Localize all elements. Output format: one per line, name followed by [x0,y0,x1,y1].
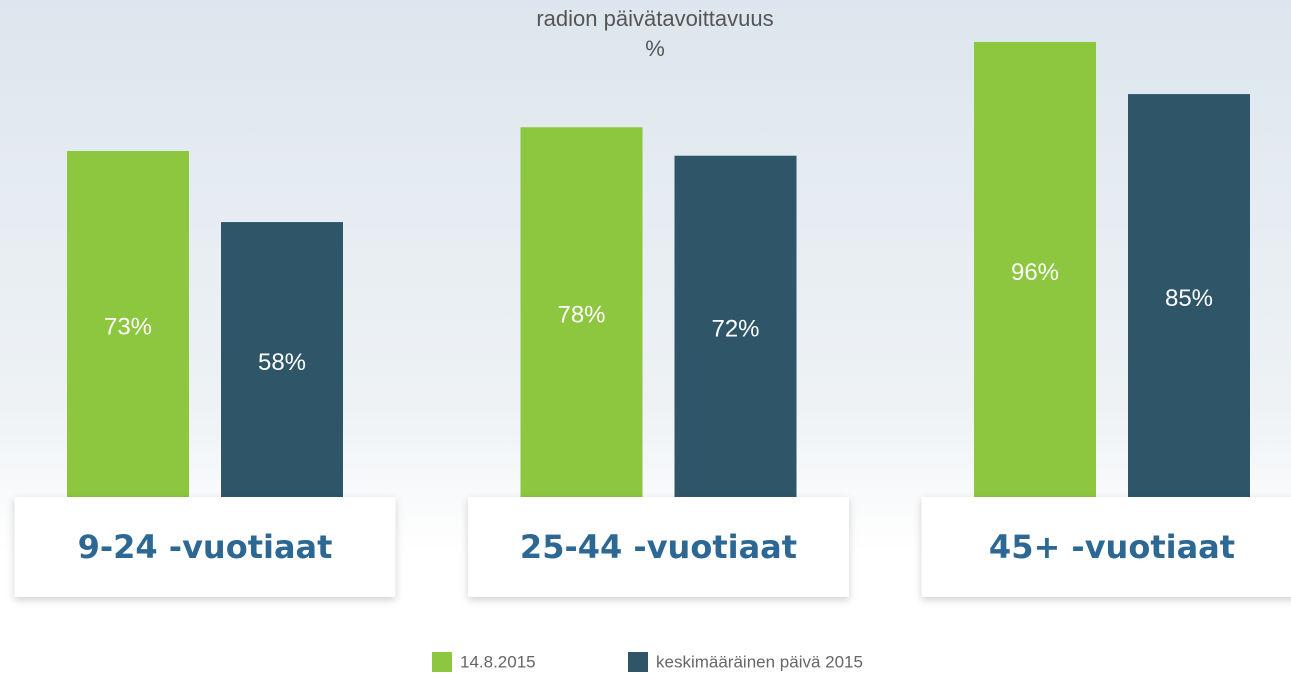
legend-swatch [628,652,648,672]
value-label: 85% [1165,285,1213,312]
value-label: 73% [104,313,152,340]
bar [974,41,1096,498]
category-box [468,497,849,597]
legend-label: 14.8.2015 [460,652,536,671]
bar [520,127,643,497]
legend-label: keskimääräinen päivä 2015 [656,652,863,671]
category-label: 25-44 -vuotiaat [520,528,797,566]
bar [1128,94,1250,497]
chart-title: radion päivätavoittavuus % [536,6,774,61]
value-label: 78% [557,301,605,328]
bar [221,222,343,497]
bar [674,155,797,497]
legend-swatch [432,652,452,672]
category-label: 45+ -vuotiaat [989,528,1235,566]
category-box [921,497,1291,597]
category-box [14,497,396,597]
category-label: 9-24 -vuotiaat [78,528,333,566]
value-label: 58% [258,349,306,376]
bar [67,150,189,498]
value-label: 96% [1011,259,1059,286]
value-label: 72% [711,316,759,343]
